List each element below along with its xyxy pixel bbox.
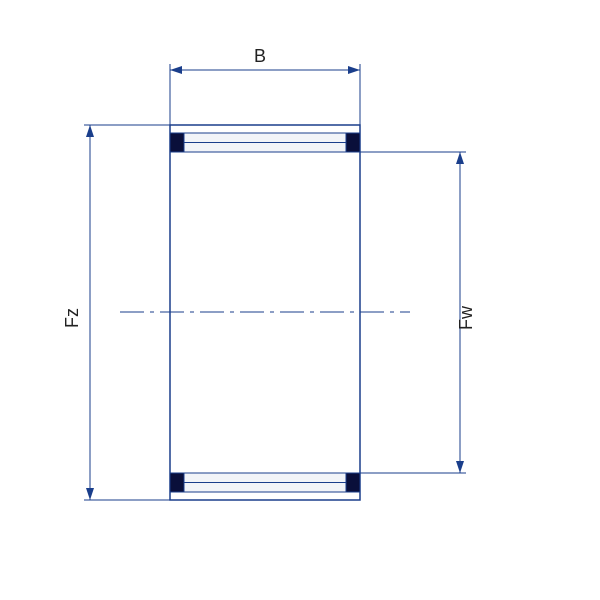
cap-bottom-right (346, 473, 360, 492)
label-fz: Fz (62, 308, 82, 328)
cap-top-right (346, 133, 360, 152)
cap-bottom-left (170, 473, 184, 492)
cap-top-left (170, 133, 184, 152)
label-b: B (254, 46, 266, 66)
label-fw: Fw (456, 305, 476, 330)
